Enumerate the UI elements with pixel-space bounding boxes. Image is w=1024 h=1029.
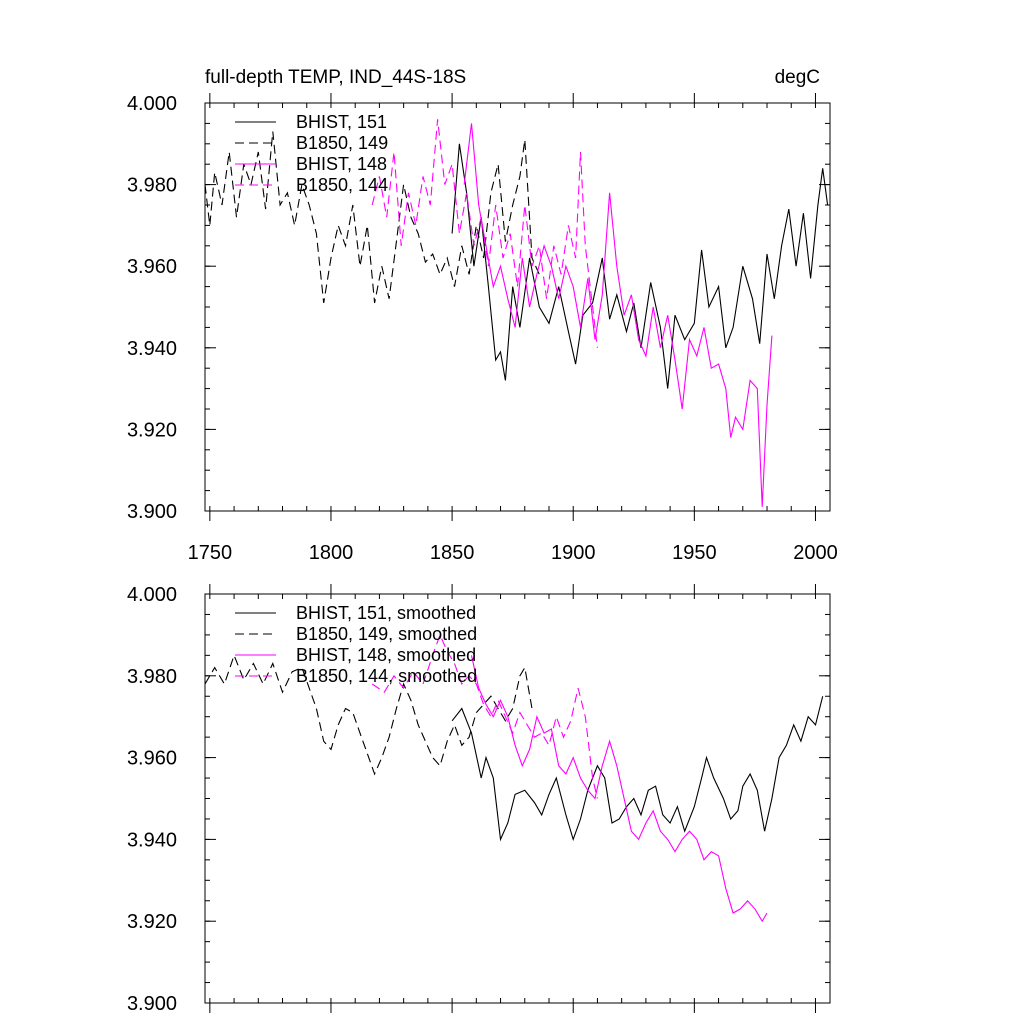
legend-entry: BHIST, 151 (296, 112, 387, 132)
x-tick-label: 1750 (188, 542, 233, 564)
series-line-3 (371, 633, 598, 799)
series-line-1 (205, 653, 533, 776)
y-tick-label: 3.960 (127, 256, 177, 278)
x-tick-label: 1800 (309, 542, 354, 564)
series-line-2 (470, 655, 768, 923)
legend-entry: BHIST, 148, smoothed (296, 645, 476, 665)
series-line-1 (205, 131, 540, 304)
chart-title: full-depth TEMP, IND_44S-18S (205, 67, 466, 88)
series-line-2 (463, 123, 773, 507)
series-group (205, 119, 829, 507)
x-tick-label: 1900 (551, 542, 596, 564)
y-tick-label: 3.940 (127, 829, 177, 851)
x-tick-label: 1950 (672, 542, 717, 564)
x-tick-label: 1850 (430, 542, 475, 564)
y-tick-label: 3.940 (127, 338, 177, 360)
y-tick-label: 4.000 (127, 93, 177, 115)
y-tick-label: 4.000 (127, 584, 177, 606)
x-tick-label: 2000 (793, 542, 838, 564)
series-group (205, 633, 824, 923)
bottom-panel: 3.900 3.920 3.940 3.960 3.980 4.000 BHIST, 151… (127, 584, 831, 1015)
y-tick-label: 3.920 (127, 419, 177, 441)
legend-entry: B1850, 149, smoothed (296, 624, 477, 644)
series-line-0 (451, 696, 824, 842)
y-tick-label: 3.980 (127, 666, 177, 688)
legend-entry: B1850, 144, smoothed (296, 666, 477, 686)
y-tick-label: 3.920 (127, 911, 177, 933)
y-tick-label: 3.960 (127, 748, 177, 770)
units-label: degC (775, 67, 820, 88)
y-tick-label: 3.900 (127, 993, 177, 1015)
legend-entry: BHIST, 151, smoothed (296, 603, 476, 623)
y-tick-label: 3.900 (127, 501, 177, 523)
legend-entry: B1850, 144 (296, 175, 388, 195)
legend-entry: B1850, 149 (296, 133, 388, 153)
series-line-3 (371, 119, 598, 348)
legend-entry: BHIST, 148 (296, 154, 387, 174)
y-tick-label: 3.980 (127, 175, 177, 197)
top-panel: 3.900 3.920 3.940 3.960 3.980 4.000 1750 1800 18… (127, 67, 838, 564)
series-line-0 (451, 143, 829, 389)
